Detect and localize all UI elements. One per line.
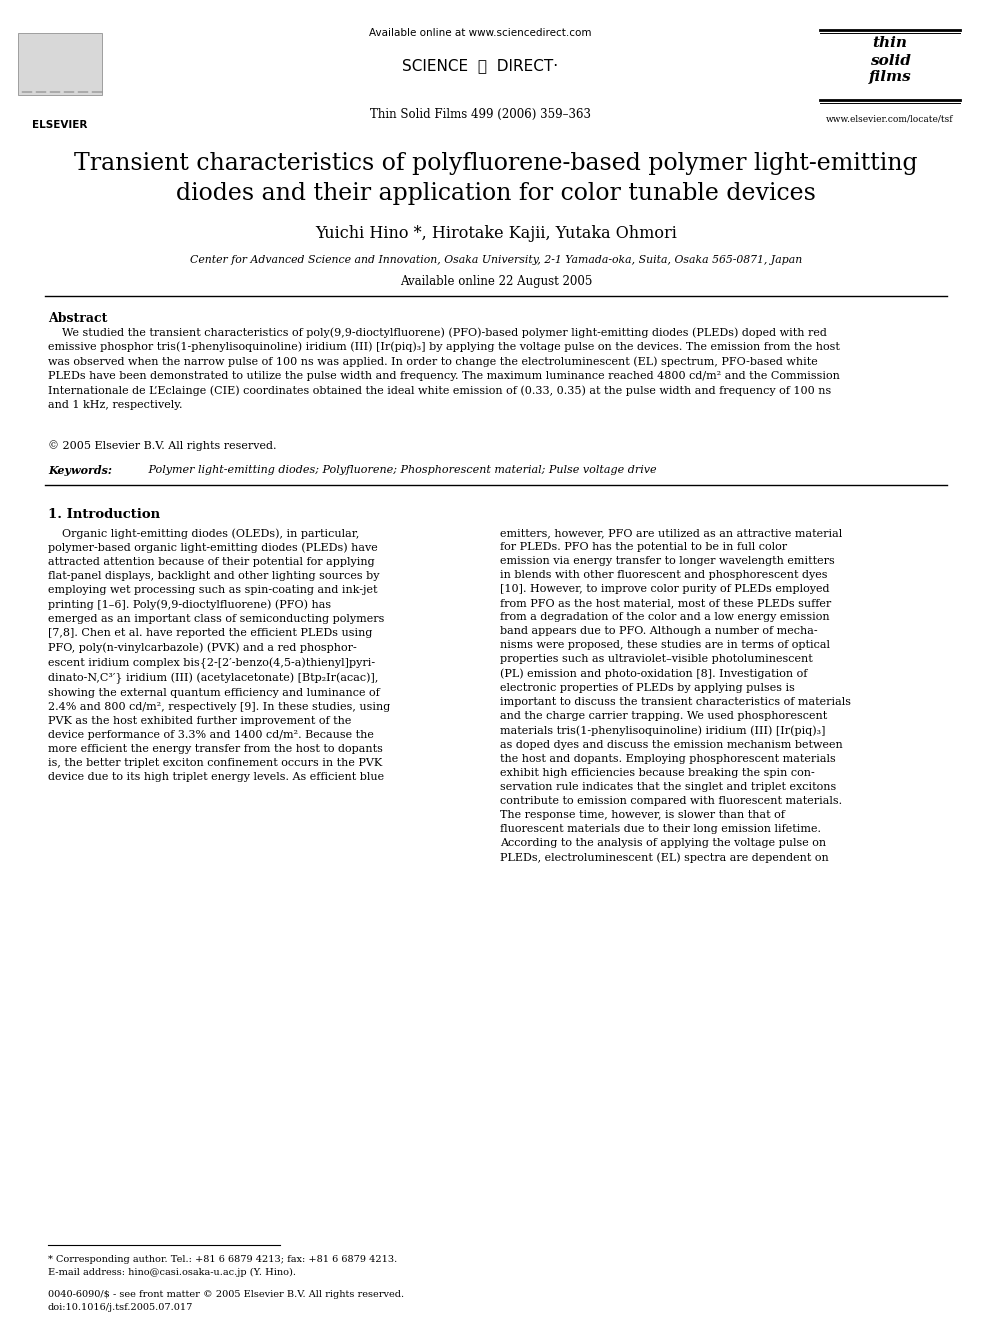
- Text: E-mail address: hino@casi.osaka-u.ac.jp (Y. Hino).: E-mail address: hino@casi.osaka-u.ac.jp …: [48, 1267, 296, 1277]
- Text: Polymer light-emitting diodes; Polyfluorene; Phosphorescent material; Pulse volt: Polymer light-emitting diodes; Polyfluor…: [145, 464, 657, 475]
- Text: Yuichi Hino *, Hirotake Kajii, Yutaka Ohmori: Yuichi Hino *, Hirotake Kajii, Yutaka Oh…: [315, 225, 677, 242]
- Text: ELSEVIER: ELSEVIER: [33, 120, 87, 130]
- Text: films: films: [869, 70, 912, 83]
- Text: © 2005 Elsevier B.V. All rights reserved.: © 2005 Elsevier B.V. All rights reserved…: [48, 441, 277, 451]
- Text: 1. Introduction: 1. Introduction: [48, 508, 160, 521]
- Text: thin: thin: [873, 36, 908, 50]
- Text: Available online at www.sciencedirect.com: Available online at www.sciencedirect.co…: [369, 28, 591, 38]
- Text: Abstract: Abstract: [48, 312, 107, 325]
- Text: SCIENCE  ⓐ  DIRECT·: SCIENCE ⓐ DIRECT·: [402, 58, 558, 73]
- Text: Center for Advanced Science and Innovation, Osaka University, 2-1 Yamada-oka, Su: Center for Advanced Science and Innovati…: [189, 255, 803, 265]
- Text: solid: solid: [870, 54, 911, 67]
- Text: 0040-6090/$ - see front matter © 2005 Elsevier B.V. All rights reserved.: 0040-6090/$ - see front matter © 2005 El…: [48, 1290, 404, 1299]
- Text: Keywords:: Keywords:: [48, 464, 112, 476]
- Text: www.elsevier.com/locate/tsf: www.elsevier.com/locate/tsf: [826, 114, 953, 123]
- Text: Transient characteristics of polyfluorene-based polymer light-emitting: Transient characteristics of polyfluoren…: [74, 152, 918, 175]
- Text: diodes and their application for color tunable devices: diodes and their application for color t…: [176, 183, 816, 205]
- Text: * Corresponding author. Tel.: +81 6 6879 4213; fax: +81 6 6879 4213.: * Corresponding author. Tel.: +81 6 6879…: [48, 1256, 397, 1263]
- Text: We studied the transient characteristics of poly(9,9-dioctylfluorene) (PFO)-base: We studied the transient characteristics…: [48, 327, 840, 410]
- Bar: [18, 33, 102, 95]
- Text: doi:10.1016/j.tsf.2005.07.017: doi:10.1016/j.tsf.2005.07.017: [48, 1303, 193, 1312]
- Text: emitters, however, PFO are utilized as an attractive material
for PLEDs. PFO has: emitters, however, PFO are utilized as a…: [500, 528, 851, 863]
- Text: Organic light-emitting diodes (OLEDs), in particular,
polymer-based organic ligh: Organic light-emitting diodes (OLEDs), i…: [48, 528, 390, 782]
- Text: Available online 22 August 2005: Available online 22 August 2005: [400, 275, 592, 288]
- Text: Thin Solid Films 499 (2006) 359–363: Thin Solid Films 499 (2006) 359–363: [369, 108, 590, 120]
